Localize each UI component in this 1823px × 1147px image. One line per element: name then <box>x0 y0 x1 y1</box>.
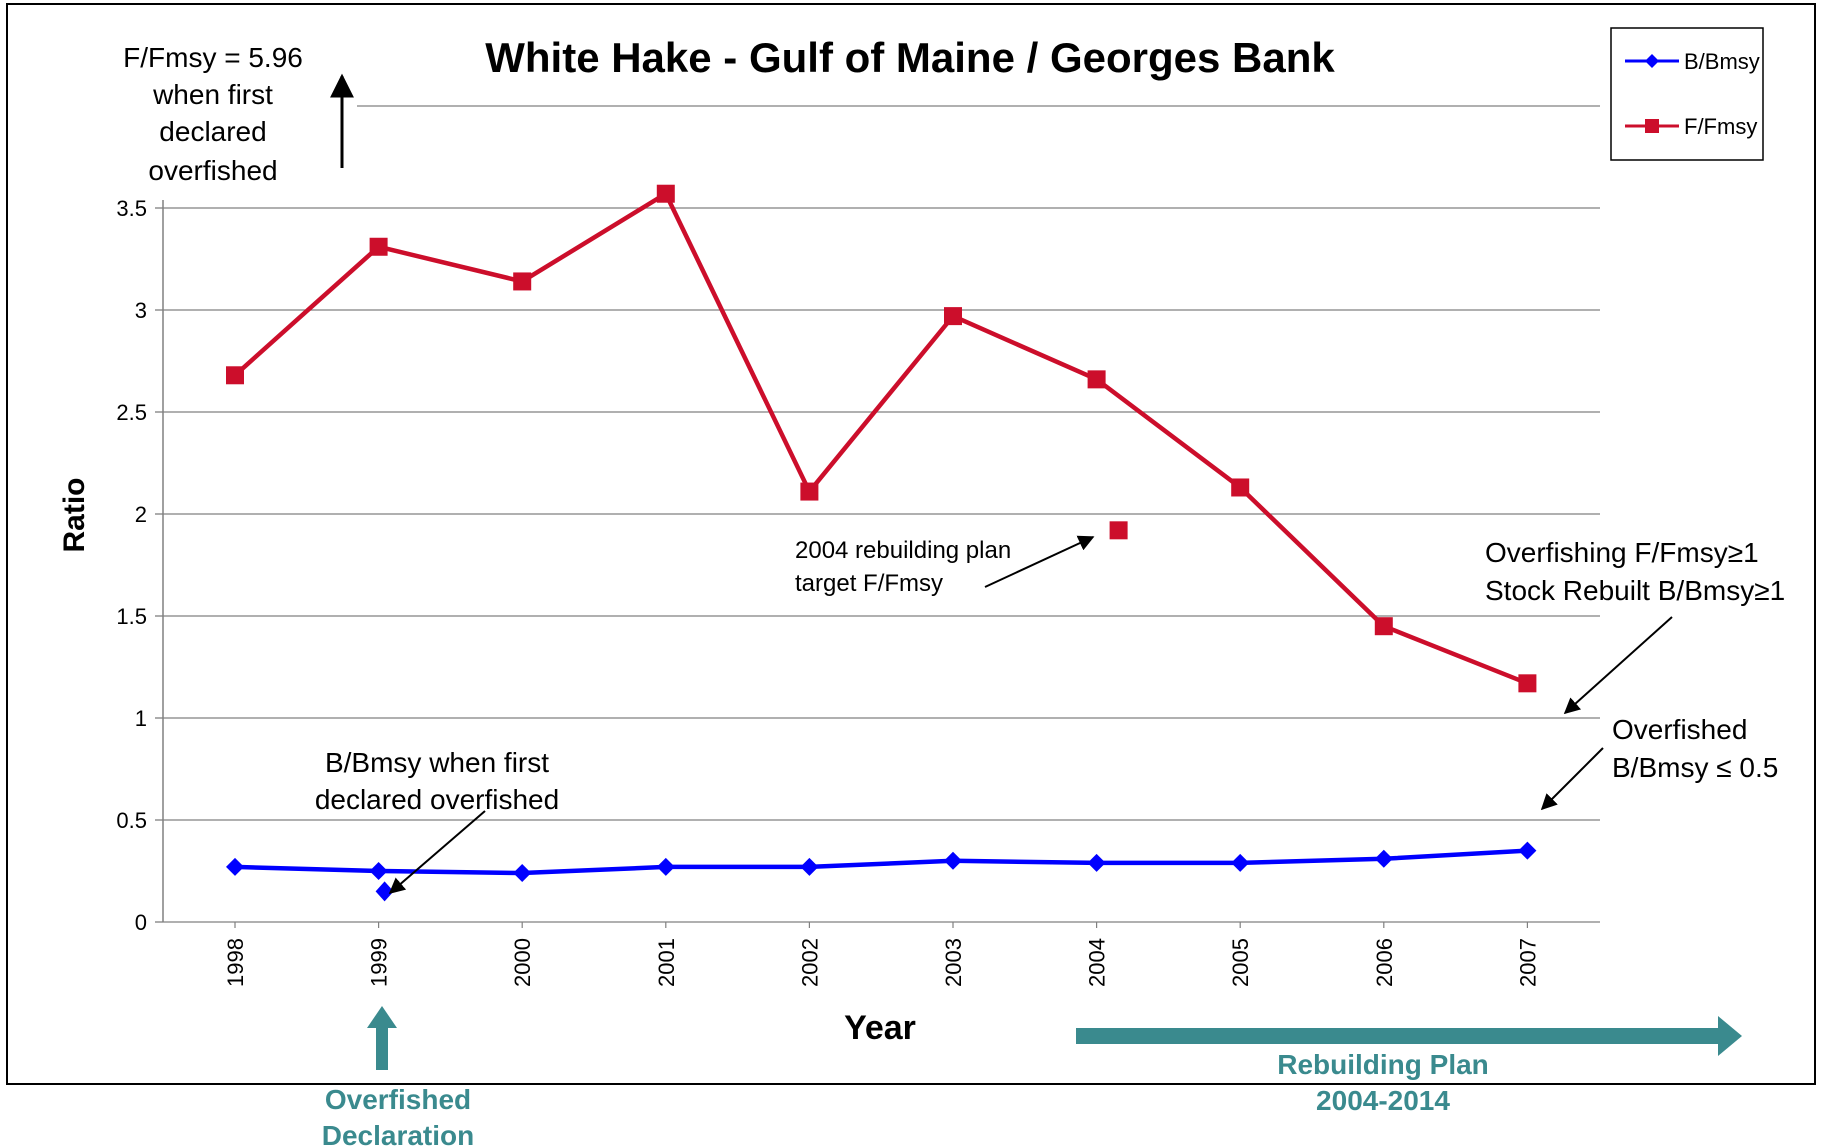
annotation-bmsy-line2: declared overfished <box>315 784 559 815</box>
annotation-overfishing-line1: Overfishing F/Fmsy≥1 <box>1485 537 1759 568</box>
annotation-overfished-line2: B/Bmsy ≤ 0.5 <box>1612 752 1778 783</box>
rebuilding-line1: Rebuilding Plan <box>1277 1049 1489 1080</box>
annotation-target-arrow <box>984 535 1095 588</box>
annotation-bmsy-arrow <box>388 810 486 895</box>
declaration-arrow <box>367 1006 397 1070</box>
y-tick-label: 0 <box>135 910 147 935</box>
series-layer <box>226 184 1537 902</box>
point-f-fmsy <box>944 307 962 326</box>
point-b-bmsy <box>1518 841 1537 860</box>
point-f-fmsy <box>226 366 244 385</box>
annotation-fmsy-line1: F/Fmsy = 5.96 <box>123 42 303 73</box>
y-tick-label: 1 <box>135 706 147 731</box>
point-b-bmsy <box>226 857 244 876</box>
legend: B/Bmsy F/Fmsy <box>1610 27 1764 161</box>
point-f-fmsy <box>513 272 532 291</box>
x-axis-label: Year <box>844 1009 916 1047</box>
annotation-fmsy-line3: declared <box>159 116 266 147</box>
point-b-bmsy <box>1087 853 1106 872</box>
point-f-fmsy <box>1087 370 1106 389</box>
declaration-line2: Declaration <box>322 1120 475 1147</box>
y-axis-ticks: 0 0.5 1 1.5 2 2.5 3 3.5 <box>116 196 147 935</box>
series-line-f-fmsy <box>233 191 1529 686</box>
y-tick-label: 1.5 <box>116 604 147 629</box>
annotation-overfishing: Overfishing F/Fmsy≥1 Stock Rebuilt B/Bms… <box>1485 537 1785 715</box>
legend-box <box>1610 27 1764 161</box>
x-tick-label: 2002 <box>797 938 822 987</box>
point-b-bmsy <box>656 857 675 876</box>
annotation-fmsy-line2: when first <box>152 79 273 110</box>
x-axis-ticks: 1998 1999 2000 2001 2002 2003 2004 2005 2006 2007 <box>223 922 1540 987</box>
legend-label-bbmsy: B/Bmsy <box>1684 49 1760 74</box>
x-tick-label: 1998 <box>223 938 248 987</box>
x-tick-label: 2003 <box>941 938 966 987</box>
declaration-line1: Overfished <box>325 1084 471 1115</box>
rebuilding-callout: Rebuilding Plan 2004-2014 <box>1076 1016 1742 1116</box>
x-tick-label: 2006 <box>1372 938 1397 987</box>
annotation-overfished: Overfished B/Bmsy ≤ 0.5 <box>1540 714 1778 811</box>
point-f-fmsy <box>1231 478 1250 497</box>
annotation-bmsy-first: B/Bmsy when first declared overfished <box>315 747 559 895</box>
point-b-bmsy <box>513 864 532 883</box>
point-b-bmsy <box>944 851 962 870</box>
point-b-bmsy <box>800 857 819 876</box>
point-f-fmsy <box>1518 674 1537 693</box>
annotation-overfishing-line2: Stock Rebuilt B/Bmsy≥1 <box>1485 575 1785 606</box>
legend-label-ffmsy: F/Fmsy <box>1684 114 1757 139</box>
x-tick-label: 2007 <box>1515 938 1540 987</box>
annotation-bmsy-line1: B/Bmsy when first <box>325 747 549 778</box>
extra-point-f-fmsy <box>1109 521 1128 540</box>
rebuilding-arrow <box>1076 1016 1742 1056</box>
point-f-fmsy <box>369 237 388 256</box>
annotation-overfishing-arrow <box>1563 616 1673 715</box>
legend-marker-bbmsy <box>1645 54 1659 68</box>
y-tick-label: 2 <box>135 502 147 527</box>
point-b-bmsy <box>1374 849 1393 868</box>
x-tick-label: 1999 <box>367 938 392 987</box>
rebuilding-line2: 2004-2014 <box>1316 1085 1450 1116</box>
point-b-bmsy <box>1231 853 1250 872</box>
y-axis-label: Ratio <box>58 478 91 553</box>
y-tick-label: 3.5 <box>116 196 147 221</box>
annotation-overfished-line1: Overfished <box>1612 714 1747 745</box>
chart-border <box>6 3 1816 1085</box>
gridlines <box>155 105 1600 923</box>
annotation-fmsy-first: F/Fmsy = 5.96 when first declared overfi… <box>123 42 354 186</box>
declaration-callout: Overfished Declaration <box>322 1006 475 1147</box>
annotation-target-line2: target F/Fmsy <box>795 570 943 597</box>
point-b-bmsy <box>369 862 388 880</box>
point-f-fmsy <box>800 482 819 501</box>
y-tick-label: 0.5 <box>116 808 147 833</box>
x-tick-label: 2004 <box>1085 938 1110 987</box>
x-tick-label: 2001 <box>654 938 679 987</box>
annotation-fmsy-line4: overfished <box>148 155 277 186</box>
x-tick-label: 2005 <box>1228 938 1253 987</box>
annotation-target-line1: 2004 rebuilding plan <box>795 537 1011 564</box>
point-f-fmsy <box>656 184 675 203</box>
annotation-overfished-arrow <box>1540 747 1604 811</box>
y-tick-label: 2.5 <box>116 400 147 425</box>
point-f-fmsy <box>1374 617 1393 636</box>
legend-marker-ffmsy <box>1645 119 1659 133</box>
annotation-target: 2004 rebuilding plan target F/Fmsy <box>795 535 1095 597</box>
chart-title: White Hake - Gulf of Maine / Georges Ban… <box>485 34 1335 81</box>
x-tick-label: 2000 <box>510 938 535 987</box>
series-line-b-bmsy <box>234 848 1528 876</box>
y-tick-label: 3 <box>135 298 147 323</box>
